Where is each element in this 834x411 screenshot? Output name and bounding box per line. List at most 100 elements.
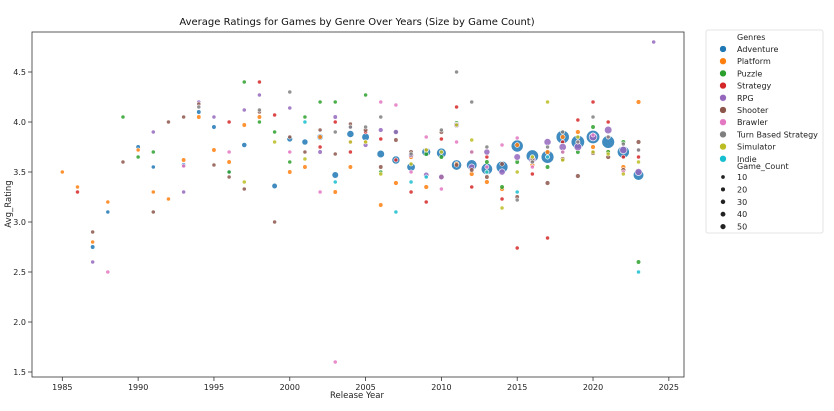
point-turn-based-strategy — [439, 127, 444, 133]
point-rpg — [651, 39, 657, 45]
point-puzzle — [317, 99, 323, 105]
legend-size-marker — [720, 187, 726, 192]
point-turn-based-strategy — [454, 69, 459, 75]
y-tick-label: 4.5 — [13, 68, 26, 77]
point-simulator — [408, 161, 414, 167]
y-tick-label: 2.0 — [13, 318, 26, 327]
point-platform — [332, 189, 338, 195]
legend-marker-brawler — [719, 118, 727, 126]
point-adventure — [346, 130, 355, 138]
data-points — [59, 39, 657, 365]
legend-label-platform: Platform — [737, 57, 771, 66]
point-platform — [211, 147, 217, 153]
point-puzzle — [241, 79, 247, 85]
point-shooter — [484, 174, 490, 180]
point-strategy — [454, 104, 459, 110]
point-rpg — [181, 189, 186, 195]
point-puzzle — [499, 184, 505, 190]
point-platform — [423, 184, 429, 190]
x-tick-label: 2005 — [355, 383, 375, 392]
point-rpg — [257, 92, 262, 98]
point-shooter — [241, 186, 247, 192]
point-platform — [256, 114, 262, 120]
point-platform — [302, 164, 308, 170]
x-tick-label: 2010 — [431, 383, 451, 392]
point-puzzle — [287, 159, 293, 165]
point-brawler — [393, 102, 399, 108]
point-adventure — [90, 244, 96, 250]
point-rpg — [287, 105, 293, 111]
point-puzzle — [635, 259, 642, 265]
legend-label-simulator: Simulator — [737, 143, 776, 152]
legend-size-label: 40 — [737, 210, 747, 219]
point-shooter — [166, 119, 171, 125]
point-turn-based-strategy — [287, 89, 293, 95]
point-simulator — [439, 149, 444, 155]
point-simulator — [378, 171, 384, 177]
point-rpg — [634, 168, 643, 176]
point-indie — [514, 189, 520, 195]
point-simulator — [620, 171, 626, 177]
point-rpg — [498, 168, 506, 176]
point-platform — [347, 164, 353, 170]
point-adventure — [211, 124, 217, 130]
point-turn-based-strategy — [605, 134, 611, 140]
point-platform — [317, 134, 323, 140]
y-tick-label: 3.5 — [13, 168, 26, 177]
legend-label-puzzle: Puzzle — [737, 69, 762, 78]
point-turn-based-strategy — [514, 197, 520, 203]
point-brawler — [378, 99, 384, 105]
point-adventure — [196, 109, 202, 115]
point-platform — [90, 239, 96, 245]
point-simulator — [636, 159, 641, 165]
point-indie — [332, 179, 338, 185]
point-rpg — [393, 129, 399, 135]
point-brawler — [499, 142, 505, 148]
point-platform — [544, 149, 551, 155]
point-puzzle — [302, 114, 308, 120]
point-brawler — [408, 169, 414, 175]
point-brawler — [439, 186, 444, 192]
point-shooter — [393, 137, 399, 143]
point-platform — [635, 99, 642, 105]
point-puzzle — [120, 114, 126, 120]
point-simulator — [514, 169, 520, 175]
point-platform — [75, 184, 80, 190]
legend-label-adventure: Adventure — [737, 45, 778, 54]
x-tick-label: 2015 — [507, 383, 527, 392]
point-brawler — [226, 149, 232, 155]
point-puzzle — [484, 159, 490, 165]
point-turn-based-strategy — [575, 139, 581, 145]
point-strategy — [530, 171, 535, 177]
legend-size-label: 30 — [737, 198, 747, 207]
point-shooter — [302, 149, 308, 155]
legend-size-marker — [720, 199, 726, 205]
point-brawler — [332, 359, 338, 365]
point-strategy — [545, 235, 550, 241]
point-simulator — [530, 154, 535, 160]
point-platform — [226, 159, 232, 165]
point-strategy — [605, 119, 611, 125]
point-shooter — [181, 114, 186, 120]
point-platform — [393, 180, 399, 186]
point-strategy — [575, 117, 581, 123]
point-shooter — [226, 174, 232, 180]
legend-marker-rpg — [719, 94, 727, 102]
point-simulator — [469, 137, 475, 143]
point-brawler — [530, 164, 535, 170]
point-platform — [575, 129, 581, 135]
point-strategy — [226, 119, 232, 125]
point-turn-based-strategy — [484, 144, 490, 150]
point-rpg — [619, 146, 628, 154]
point-turn-based-strategy — [636, 147, 641, 153]
plot-area — [31, 31, 685, 378]
x-tick-label: 1985 — [52, 383, 72, 392]
point-simulator — [605, 151, 611, 157]
point-puzzle — [438, 154, 444, 160]
chart-title: Average Ratings for Games by Genre Over … — [179, 17, 534, 28]
point-brawler — [454, 139, 459, 145]
point-strategy — [378, 136, 384, 142]
point-strategy — [484, 154, 490, 160]
point-brawler — [105, 269, 111, 275]
point-shooter — [211, 162, 217, 168]
